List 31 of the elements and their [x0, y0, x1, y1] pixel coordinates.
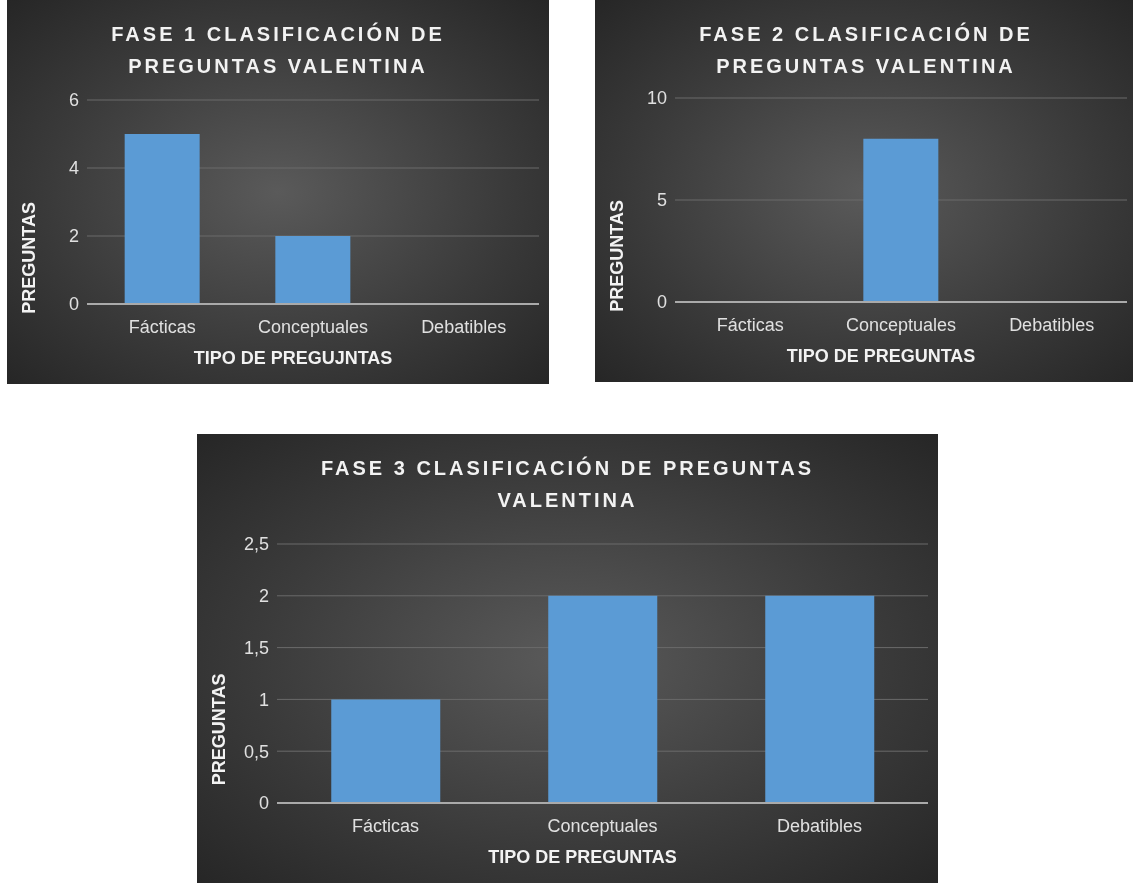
x-tick-label: Debatibles — [421, 316, 507, 337]
y-tick-label: 4 — [68, 158, 79, 179]
y-tick-label: 0 — [656, 292, 667, 313]
y-tick-label: 0,5 — [243, 741, 269, 762]
y-tick-label: 2 — [258, 586, 269, 607]
y-tick-label: 5 — [656, 190, 667, 211]
x-tick-label: Conceptuales — [845, 314, 957, 335]
y-tick-label: 0 — [68, 294, 79, 315]
x-tick-label: Conceptuales — [547, 815, 658, 836]
chart-title: FASE 1 CLASIFICACIÓN DE PREGUNTAS VALENTINA — [110, 21, 446, 79]
x-axis-title: TIPO DE PREGUJNTAS — [192, 348, 394, 369]
x-tick-label: Fácticas — [351, 815, 420, 836]
y-tick-label: 0 — [258, 793, 269, 814]
x-tick-label: Debatibles — [1009, 314, 1095, 335]
y-tick-label: 1,5 — [243, 637, 269, 658]
x-tick-label: Debatibles — [776, 815, 863, 836]
chart-title: FASE 3 CLASIFICACIÓN DE PREGUNTAS VALENTINA — [319, 455, 816, 513]
x-tick-label: Fácticas — [128, 316, 196, 337]
x-tick-label: Conceptuales — [257, 316, 369, 337]
y-tick-label: 6 — [68, 90, 79, 111]
y-axis-title: PREGUNTAS — [19, 202, 40, 314]
x-axis-title: TIPO DE PREGUNTAS — [785, 346, 977, 367]
x-tick-label: Fácticas — [716, 314, 784, 335]
y-tick-label: 1 — [258, 689, 269, 710]
y-tick-label: 2,5 — [243, 534, 269, 555]
y-axis-title: PREGUNTAS — [607, 200, 628, 312]
y-tick-label: 2 — [68, 226, 79, 247]
chart-title: FASE 2 CLASIFICACIÓN DE PREGUNTAS VALENTINA — [698, 21, 1034, 79]
y-axis-title: PREGUNTAS — [209, 673, 230, 786]
y-tick-label: 10 — [646, 88, 667, 109]
x-axis-title: TIPO DE PREGUNTAS — [487, 847, 678, 868]
